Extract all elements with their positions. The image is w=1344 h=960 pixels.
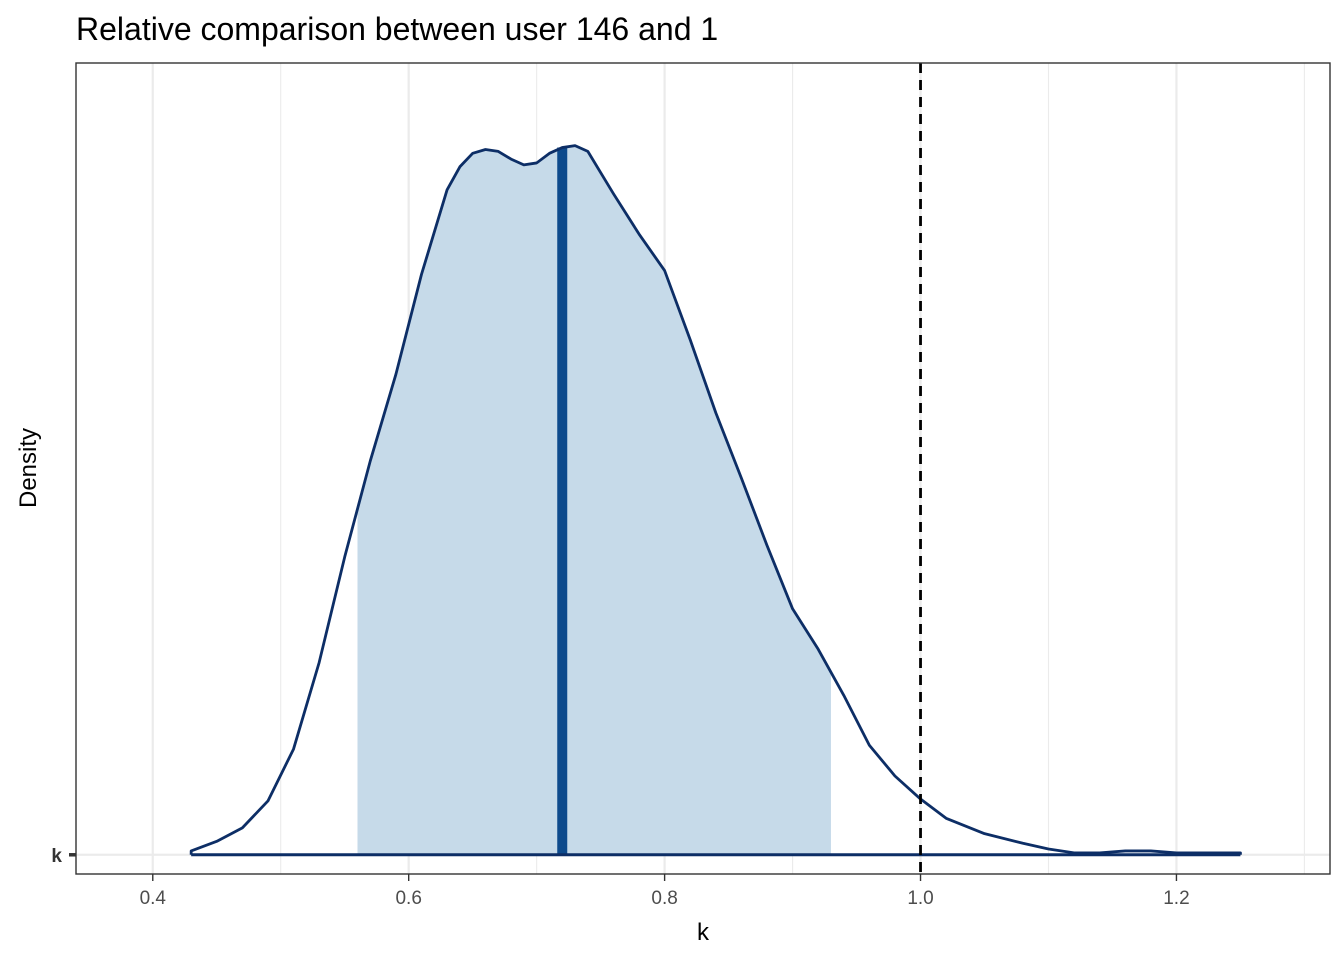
x-tick-label: 1.0: [907, 888, 933, 909]
x-tick-label: 0.8: [651, 888, 677, 909]
x-tick-label: 0.6: [395, 888, 421, 909]
x-tick-label: 0.4: [140, 888, 167, 909]
y-tick-label: k: [51, 846, 62, 867]
plot-area: [189, 63, 1242, 874]
panel-border: [75, 62, 1331, 875]
x-tick-label: 1.2: [1163, 888, 1189, 909]
density-curve: [189, 144, 1242, 855]
chart-title: Relative comparison between user 146 and…: [76, 11, 718, 47]
y-axis: k: [51, 846, 76, 867]
y-axis-title: Density: [15, 428, 42, 508]
x-axis-title: k: [697, 919, 710, 946]
x-axis: 0.4 0.6 0.8 1.0 1.2: [140, 874, 1190, 909]
credible-interval-area: [357, 145, 831, 855]
